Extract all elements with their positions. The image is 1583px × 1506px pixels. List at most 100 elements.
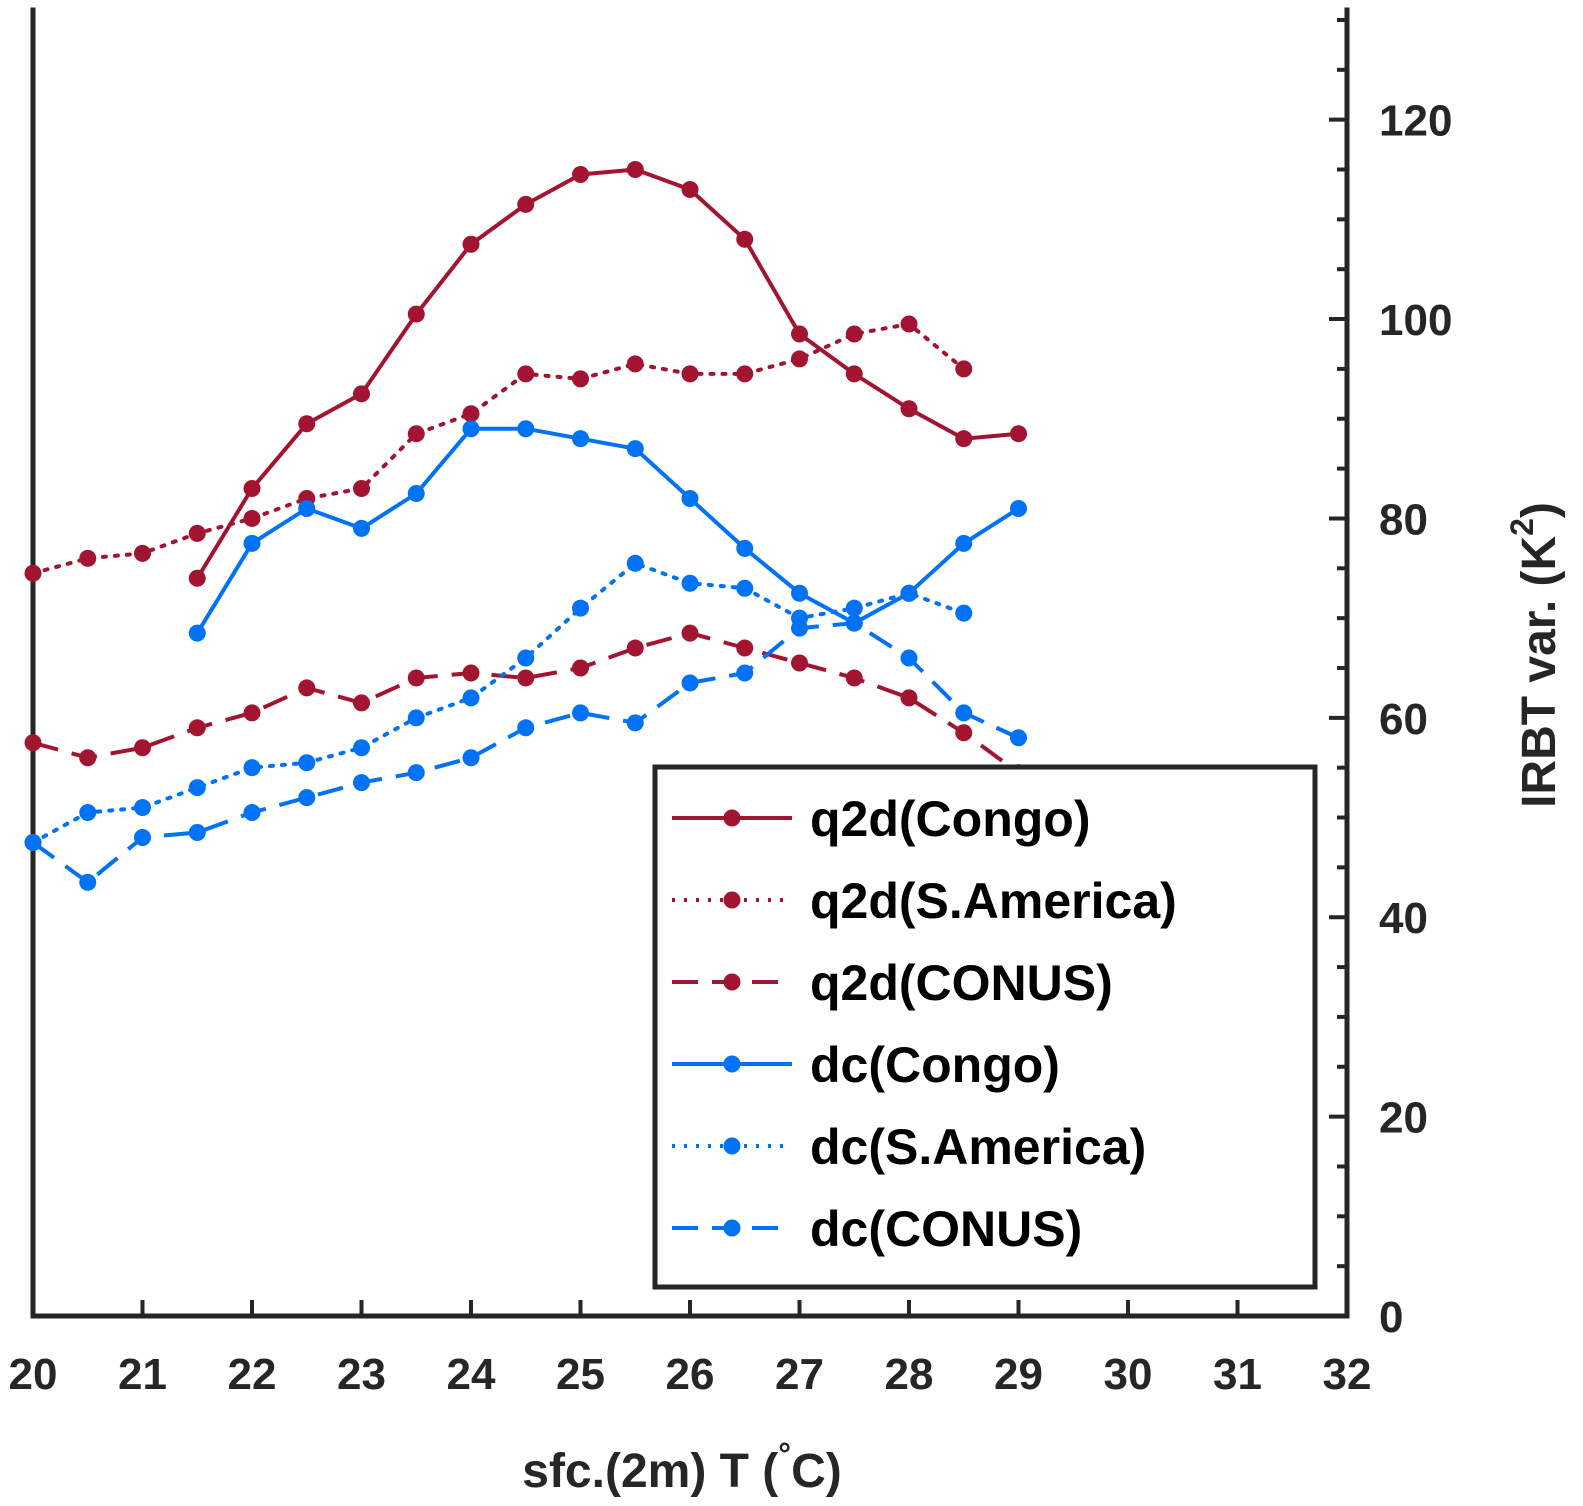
legend-label: q2d(CONUS) [810, 955, 1113, 1011]
data-point [572, 704, 589, 722]
legend-label: q2d(Congo) [810, 791, 1090, 847]
data-point [517, 365, 535, 383]
data-point [462, 749, 480, 767]
series-q2d(CONUS) [24, 624, 1027, 782]
data-point [736, 639, 754, 657]
series-dc(CONUS) [24, 614, 1027, 891]
data-point [572, 430, 589, 448]
data-point [572, 370, 589, 388]
legend-label: dc(CONUS) [810, 1201, 1082, 1257]
data-point [298, 754, 316, 772]
series-line [31, 561, 966, 845]
data-point [736, 579, 754, 597]
data-point [955, 704, 973, 722]
data-point [188, 569, 206, 587]
data-point [298, 415, 316, 433]
data-point [134, 828, 151, 846]
data-point [845, 614, 863, 632]
data-point [845, 669, 863, 687]
data-point [353, 694, 370, 712]
data-point [353, 774, 370, 792]
data-point [407, 485, 425, 503]
x-tick-label: 25 [556, 1350, 605, 1399]
data-point [517, 649, 535, 667]
data-point [24, 734, 42, 752]
data-point [845, 599, 863, 617]
legend-label: dc(S.America) [810, 1119, 1146, 1175]
data-point [243, 480, 261, 498]
data-point [626, 440, 644, 458]
data-point [407, 709, 425, 727]
data-point [188, 719, 206, 737]
data-point [462, 405, 480, 423]
y-tick-label: 120 [1379, 97, 1452, 146]
series-layer [24, 161, 1027, 891]
data-point [572, 659, 589, 677]
data-point [188, 779, 206, 797]
series-line [195, 426, 1020, 635]
data-point [517, 719, 535, 737]
data-point [462, 235, 480, 253]
data-point [955, 534, 973, 552]
data-point [407, 764, 425, 782]
data-point [572, 165, 589, 183]
data-point [298, 789, 316, 807]
data-point [681, 624, 699, 642]
data-point [243, 534, 261, 552]
data-point [955, 724, 973, 742]
data-point [736, 230, 754, 248]
data-point [298, 679, 316, 697]
data-point [845, 365, 863, 383]
data-point [243, 704, 261, 722]
data-point [955, 604, 973, 622]
x-tick-label: 23 [337, 1350, 386, 1399]
data-point [24, 564, 42, 582]
data-point [681, 180, 699, 198]
data-point [462, 420, 480, 438]
data-point [134, 544, 151, 562]
data-point [900, 584, 918, 602]
y-axis-title-close: ) [1513, 502, 1566, 518]
legend-label: dc(Congo) [810, 1037, 1060, 1093]
legend-marker [723, 809, 741, 827]
data-point [353, 480, 370, 498]
legend-item: q2d(S.America) [672, 873, 1177, 929]
data-point [79, 549, 97, 567]
data-point [517, 195, 535, 213]
x-tick-label: 31 [1213, 1350, 1262, 1399]
x-tick-label: 27 [775, 1350, 824, 1399]
legend-item: dc(Congo) [672, 1037, 1060, 1093]
x-tick-label: 26 [666, 1350, 715, 1399]
data-point [407, 305, 425, 323]
x-tick-label: 20 [9, 1350, 58, 1399]
data-point [134, 799, 151, 817]
data-point [298, 499, 316, 517]
data-point [681, 674, 699, 692]
series-dc(Congo) [188, 420, 1027, 642]
legend-marker [723, 891, 741, 909]
x-tick-label: 29 [994, 1350, 1043, 1399]
x-tick-label: 30 [1104, 1350, 1153, 1399]
legend-label: q2d(S.America) [810, 873, 1177, 929]
data-point [900, 649, 918, 667]
data-point [462, 689, 480, 707]
x-tick-label: 24 [447, 1350, 496, 1399]
data-point [626, 639, 644, 657]
data-point [24, 833, 42, 851]
x-axis-ticks: 20 21 22 23 24 25 26 27 28 29 30 31 32 [9, 1300, 1371, 1399]
data-point [791, 654, 808, 672]
data-point [955, 430, 973, 448]
data-point [353, 519, 370, 537]
legend-item: dc(S.America) [672, 1119, 1146, 1175]
data-point [736, 539, 754, 557]
data-point [681, 574, 699, 592]
data-point [626, 161, 644, 179]
y-tick-label: 60 [1379, 695, 1428, 744]
data-point [407, 425, 425, 443]
data-point [517, 669, 535, 687]
data-point [1010, 425, 1027, 443]
y-axis-title: IRBT var. (K2) [1504, 502, 1566, 808]
data-point [462, 664, 480, 682]
data-point [900, 315, 918, 333]
